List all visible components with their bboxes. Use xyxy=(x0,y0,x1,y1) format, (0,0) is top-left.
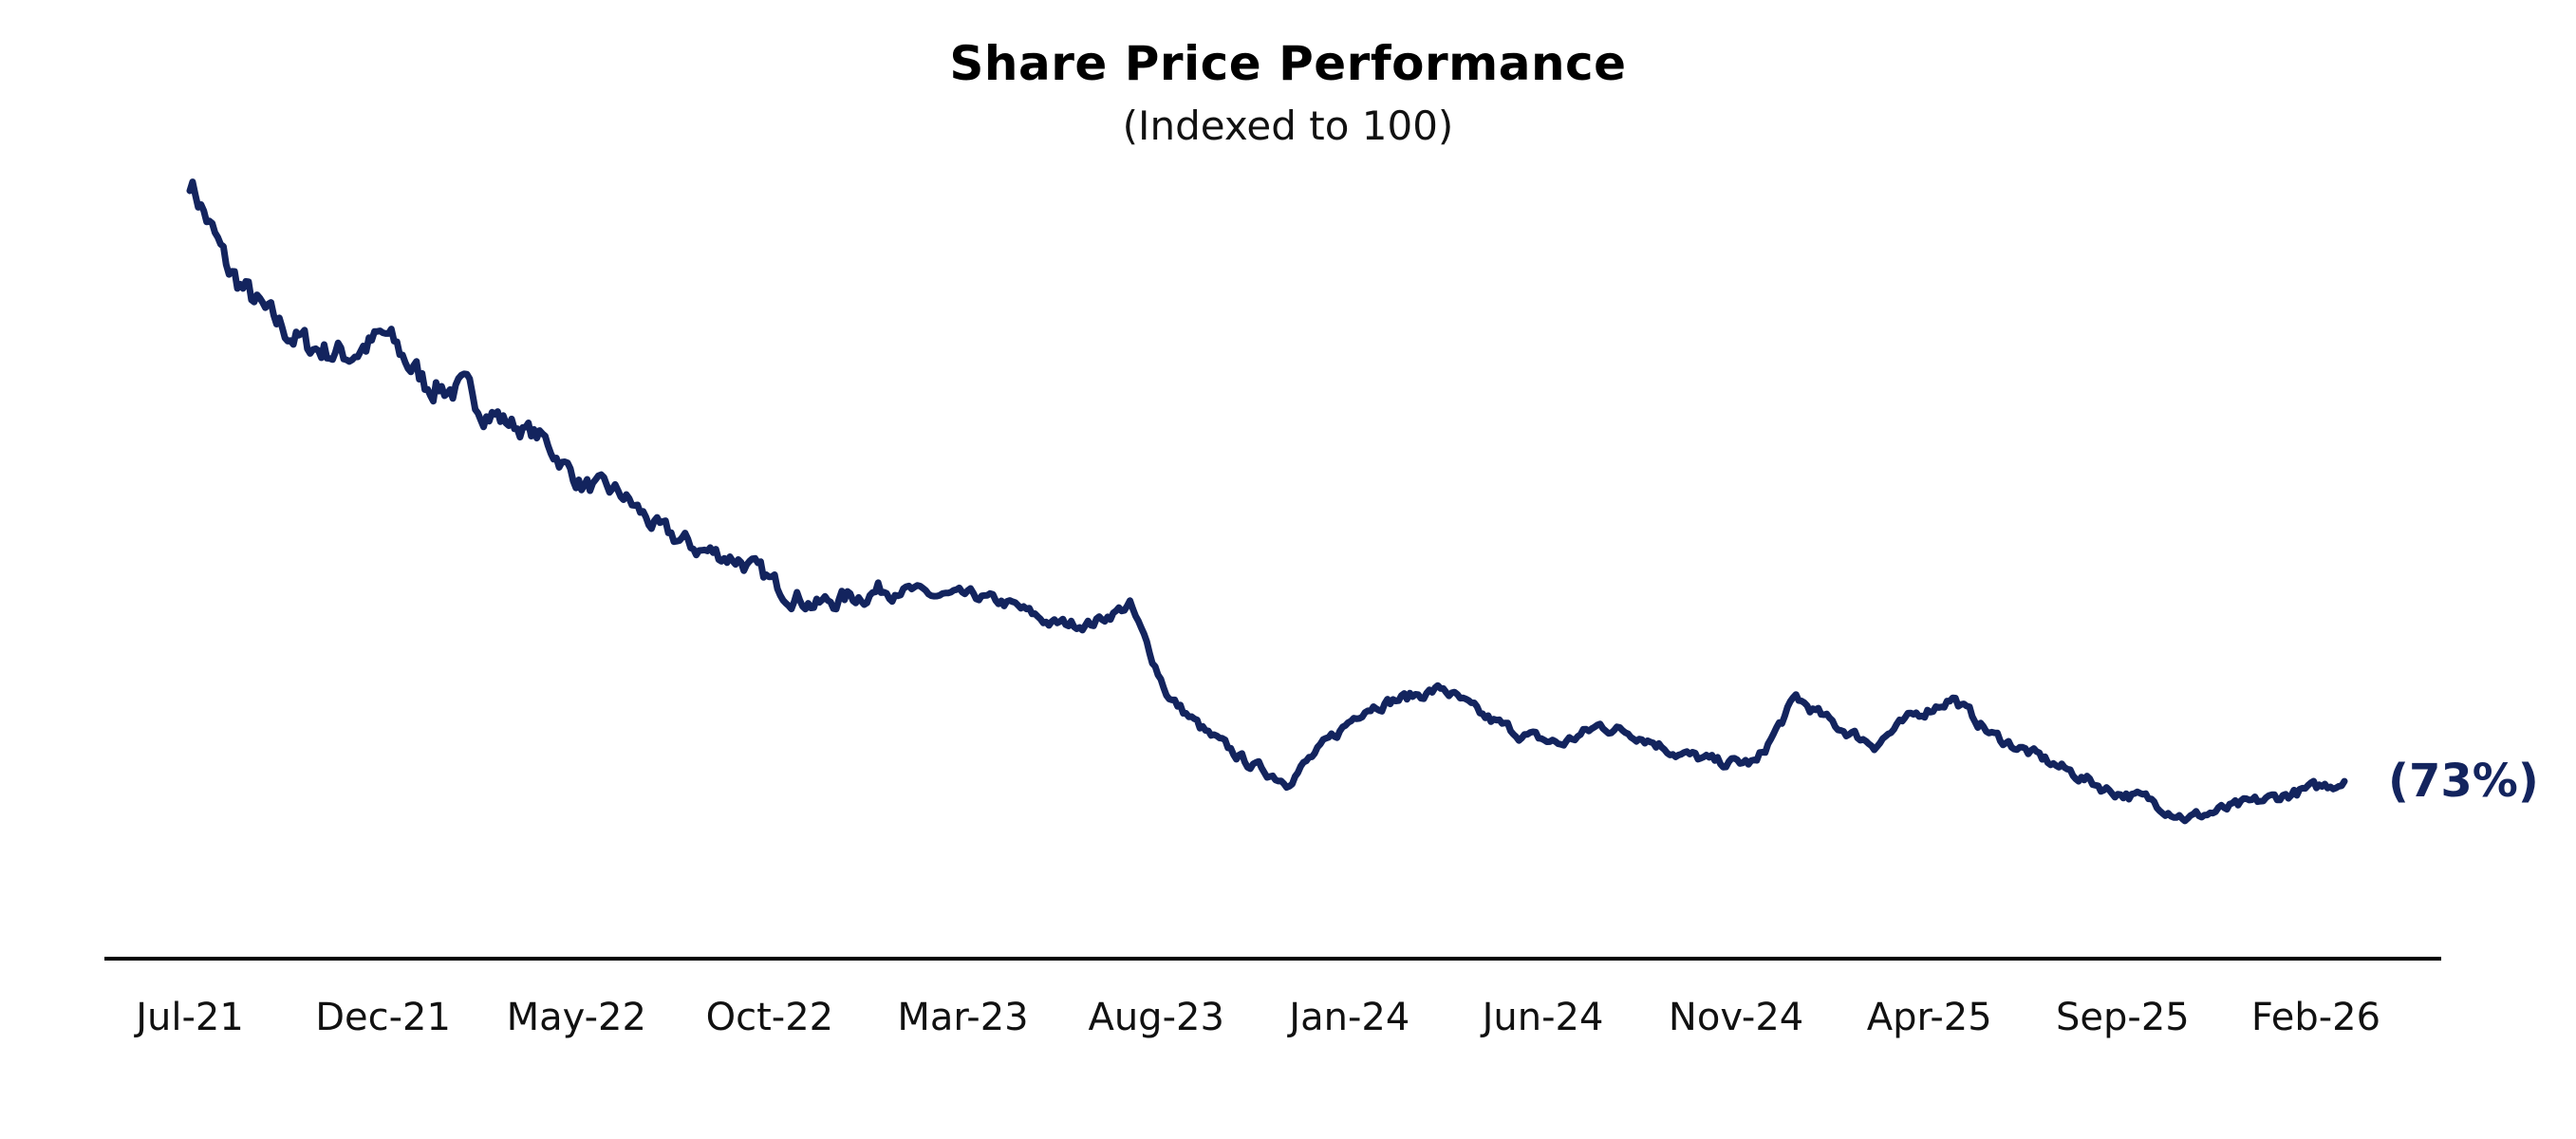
x-tick-label: Dec-21 xyxy=(315,996,451,1039)
series-line xyxy=(186,178,2348,825)
x-tick-label: Aug-23 xyxy=(1088,996,1223,1039)
x-tick-label: Apr-25 xyxy=(1867,996,1992,1039)
x-tick-label: Sep-25 xyxy=(2056,996,2190,1039)
chart-subtitle: (Indexed to 100) xyxy=(1122,103,1454,149)
end-value-label: (73%) xyxy=(2388,755,2539,808)
x-tick-label: Oct-22 xyxy=(706,996,834,1039)
x-tick-label: Jan-24 xyxy=(1286,996,1409,1039)
chart-title: Share Price Performance xyxy=(949,36,1627,91)
x-tick-label: Jun-24 xyxy=(1480,996,1604,1039)
x-tick-label: May-22 xyxy=(507,996,646,1039)
series-layer xyxy=(186,178,2348,825)
x-tick-label: Mar-23 xyxy=(897,996,1028,1039)
x-tick-label: Feb-26 xyxy=(2251,996,2380,1039)
x-tick-labels: Jul-21 Dec-21 May-22 Oct-22 Mar-23 Aug-23 Jan-… xyxy=(133,996,2380,1039)
x-tick-label: Jul-21 xyxy=(133,996,244,1039)
x-tick-label: Nov-24 xyxy=(1669,996,1803,1039)
